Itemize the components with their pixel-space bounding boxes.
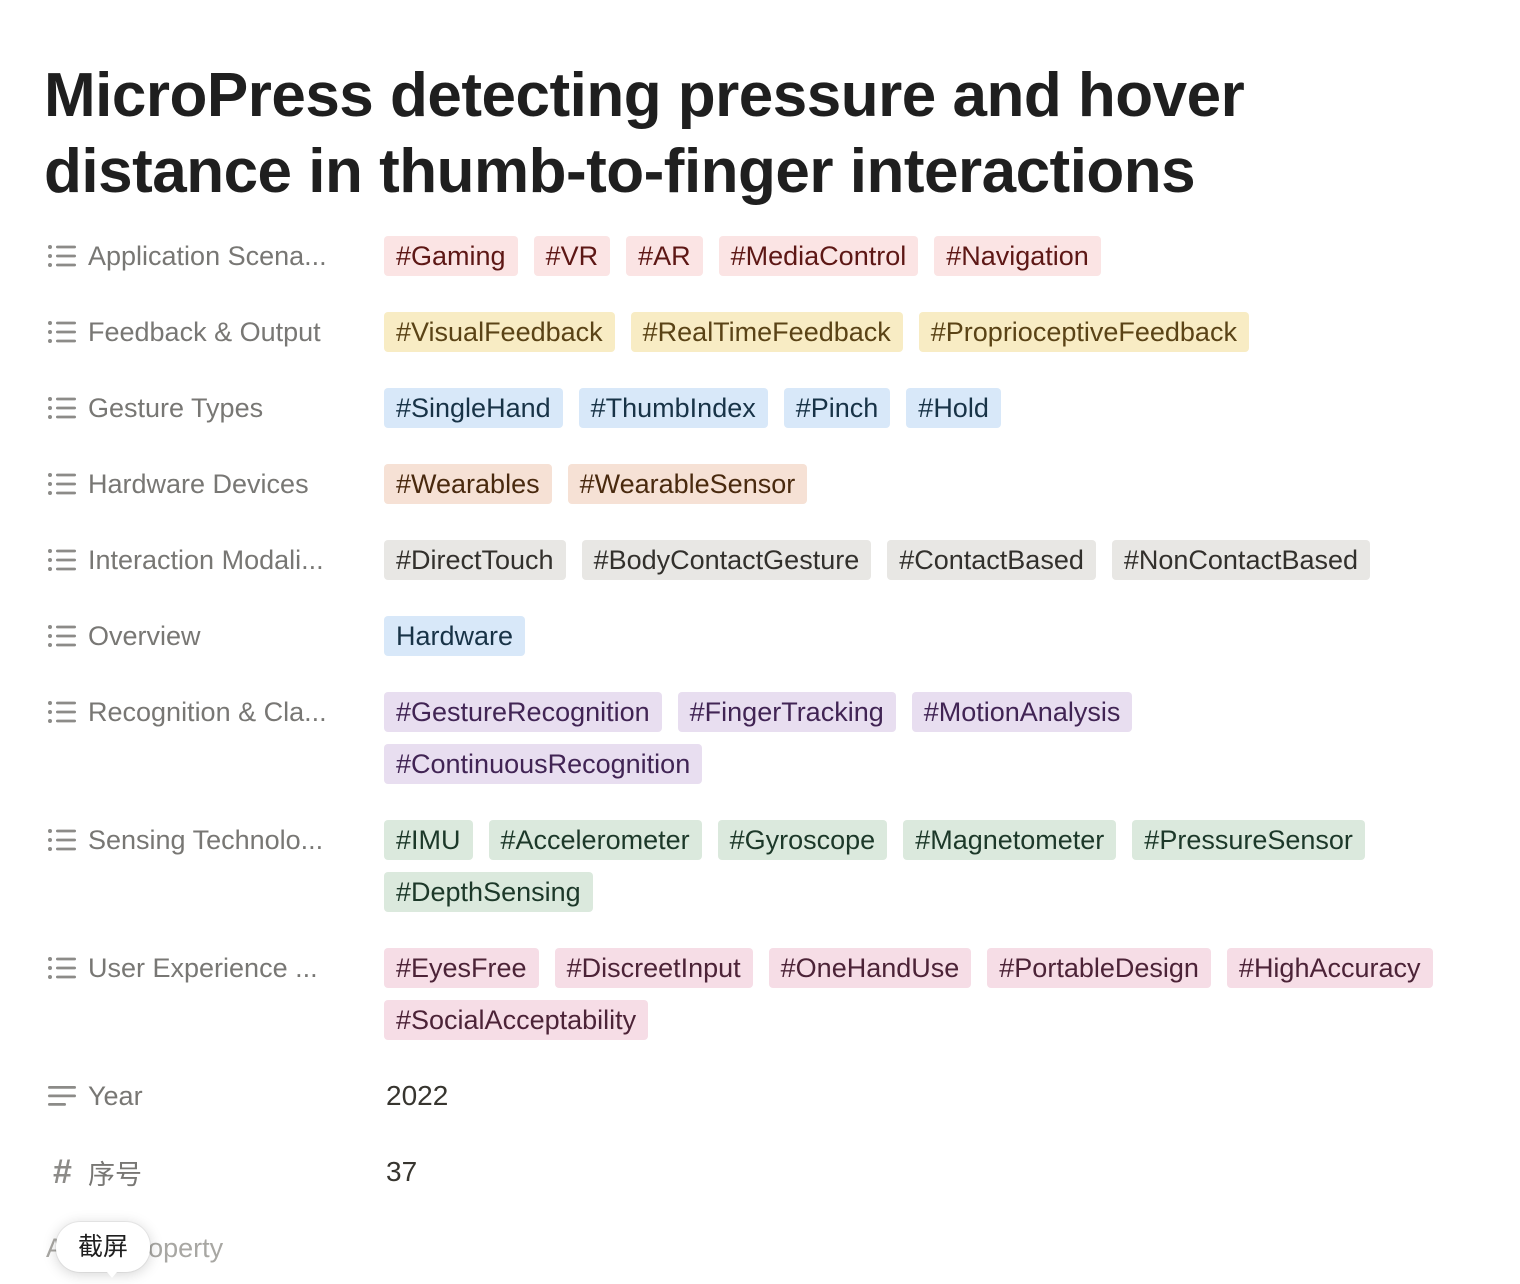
tag[interactable]: #Gyroscope bbox=[717, 820, 888, 860]
property-label-interaction[interactable]: Interaction Modali... bbox=[46, 540, 384, 580]
property-value-text: 2022 bbox=[386, 1080, 449, 1111]
number-icon: # bbox=[52, 1152, 72, 1191]
property-label-gesture[interactable]: Gesture Types bbox=[46, 388, 384, 428]
property-label-year[interactable]: Year bbox=[46, 1076, 384, 1116]
tag[interactable]: #HighAccuracy bbox=[1226, 948, 1433, 988]
tag[interactable]: #RealTimeFeedback bbox=[630, 312, 903, 352]
tag[interactable]: #IMU bbox=[384, 820, 473, 860]
tag[interactable]: Hardware bbox=[384, 616, 526, 656]
property-row-number: # 序号 37 bbox=[46, 1152, 1486, 1192]
property-value-sensing[interactable]: #IMU #Accelerometer #Gyroscope #Magnetomete… bbox=[384, 820, 1464, 912]
tag[interactable]: #DepthSensing bbox=[384, 872, 593, 912]
properties-list: Application Scena... #Gaming #VR #AR #MediaC… bbox=[46, 236, 1486, 1228]
tag[interactable]: #PressureSensor bbox=[1132, 820, 1365, 860]
tag[interactable]: #ContactBased bbox=[887, 540, 1096, 580]
list-icon bbox=[46, 540, 78, 580]
property-label-overview[interactable]: Overview bbox=[46, 616, 384, 656]
property-value-number[interactable]: 37 bbox=[384, 1152, 1464, 1192]
tag[interactable]: #NonContactBased bbox=[1111, 540, 1371, 580]
property-label-text: User Experience ... bbox=[88, 952, 318, 983]
list-icon bbox=[46, 948, 78, 988]
tag[interactable]: #DirectTouch bbox=[384, 540, 566, 580]
tag[interactable]: #WearableSensor bbox=[567, 464, 808, 504]
tag[interactable]: #Pinch bbox=[783, 388, 891, 428]
tag[interactable]: #SingleHand bbox=[384, 388, 563, 428]
property-label-text: Interaction Modali... bbox=[88, 544, 324, 575]
list-icon bbox=[46, 464, 78, 504]
property-label-ux[interactable]: User Experience ... bbox=[46, 948, 384, 988]
page-title[interactable]: MicroPress detecting pressure and hover … bbox=[44, 61, 1245, 206]
property-value-feedback[interactable]: #VisualFeedback #RealTimeFeedback #Proprio… bbox=[384, 312, 1464, 352]
property-value-interaction[interactable]: #DirectTouch #BodyContactGesture #ContactB… bbox=[384, 540, 1464, 580]
tag[interactable]: #AR bbox=[626, 236, 703, 276]
tag[interactable]: #VR bbox=[533, 236, 611, 276]
tag[interactable]: #Gaming bbox=[384, 236, 518, 276]
property-row-application: Application Scena... #Gaming #VR #AR #MediaC… bbox=[46, 236, 1486, 276]
property-label-recognition[interactable]: Recognition & Cla... bbox=[46, 692, 384, 732]
list-icon bbox=[46, 692, 78, 732]
property-label-hardware[interactable]: Hardware Devices bbox=[46, 464, 384, 504]
tag[interactable]: #ContinuousRecognition bbox=[384, 744, 703, 784]
property-value-gesture[interactable]: #SingleHand #ThumbIndex #Pinch #Hold bbox=[384, 388, 1464, 428]
property-row-feedback: Feedback & Output #VisualFeedback #RealTim… bbox=[46, 312, 1486, 352]
tag[interactable]: #GestureRecognition bbox=[384, 692, 662, 732]
property-label-text: Sensing Technolo... bbox=[88, 824, 324, 855]
property-value-text: 37 bbox=[386, 1156, 418, 1187]
property-label-text: 序号 bbox=[88, 1159, 142, 1190]
property-value-recognition[interactable]: #GestureRecognition #FingerTracking #Motio… bbox=[384, 692, 1464, 784]
property-row-sensing: Sensing Technolo... #IMU #Accelerometer #Gy… bbox=[46, 820, 1486, 912]
tag[interactable]: #Magnetometer bbox=[903, 820, 1117, 860]
property-row-interaction: Interaction Modali... #DirectTouch #BodyCo… bbox=[46, 540, 1486, 580]
tag[interactable]: #DiscreetInput bbox=[554, 948, 753, 988]
property-row-ux: User Experience ... #EyesFree #DiscreetInp… bbox=[46, 948, 1486, 1040]
property-label-text: Year bbox=[88, 1080, 143, 1111]
property-label-text: Feedback & Output bbox=[88, 316, 321, 347]
tag[interactable]: #OneHandUse bbox=[768, 948, 972, 988]
property-label-application[interactable]: Application Scena... bbox=[46, 236, 384, 276]
list-icon bbox=[46, 820, 78, 860]
property-label-text: Recognition & Cla... bbox=[88, 696, 327, 727]
tag[interactable]: #ProprioceptiveFeedback bbox=[918, 312, 1249, 352]
tag[interactable]: #MotionAnalysis bbox=[911, 692, 1133, 732]
property-label-number[interactable]: # 序号 bbox=[46, 1152, 384, 1192]
screenshot-tooltip: 截屏 bbox=[56, 1222, 151, 1272]
tooltip-tail bbox=[102, 1266, 122, 1278]
property-label-text: Hardware Devices bbox=[88, 468, 309, 499]
text-icon bbox=[46, 1076, 78, 1116]
tag[interactable]: #Hold bbox=[906, 388, 1001, 428]
tag[interactable]: #Navigation bbox=[934, 236, 1101, 276]
tag[interactable]: #SocialAcceptability bbox=[384, 1000, 649, 1040]
property-row-overview: Overview Hardware bbox=[46, 616, 1486, 656]
property-value-ux[interactable]: #EyesFree #DiscreetInput #OneHandUse #Porta… bbox=[384, 948, 1464, 1040]
tag[interactable]: #ThumbIndex bbox=[578, 388, 768, 428]
tag[interactable]: #MediaControl bbox=[718, 236, 919, 276]
list-icon bbox=[46, 388, 78, 428]
tag[interactable]: #BodyContactGesture bbox=[581, 540, 872, 580]
property-value-year[interactable]: 2022 bbox=[384, 1076, 1464, 1116]
property-value-overview[interactable]: Hardware bbox=[384, 616, 1464, 656]
property-value-hardware[interactable]: #Wearables #WearableSensor bbox=[384, 464, 1464, 504]
property-row-hardware: Hardware Devices #Wearables #WearableSenso… bbox=[46, 464, 1486, 504]
property-label-text: Gesture Types bbox=[88, 392, 264, 423]
property-row-year: Year 2022 bbox=[46, 1076, 1486, 1116]
tag[interactable]: #EyesFree bbox=[384, 948, 539, 988]
list-icon bbox=[46, 616, 78, 656]
property-label-sensing[interactable]: Sensing Technolo... bbox=[46, 820, 384, 860]
property-row-recognition: Recognition & Cla... #GestureRecognition #… bbox=[46, 692, 1486, 784]
tag[interactable]: #Accelerometer bbox=[488, 820, 702, 860]
tag[interactable]: #Wearables bbox=[384, 464, 552, 504]
tag[interactable]: #FingerTracking bbox=[677, 692, 896, 732]
list-icon bbox=[46, 312, 78, 352]
property-row-gesture: Gesture Types #SingleHand #ThumbIndex #Pinc… bbox=[46, 388, 1486, 428]
property-label-text: Overview bbox=[88, 620, 201, 651]
property-label-feedback[interactable]: Feedback & Output bbox=[46, 312, 384, 352]
tag[interactable]: #PortableDesign bbox=[987, 948, 1211, 988]
tag[interactable]: #VisualFeedback bbox=[384, 312, 615, 352]
property-label-text: Application Scena... bbox=[88, 240, 327, 271]
list-icon bbox=[46, 236, 78, 276]
property-value-application[interactable]: #Gaming #VR #AR #MediaControl #Navigation bbox=[384, 236, 1464, 276]
